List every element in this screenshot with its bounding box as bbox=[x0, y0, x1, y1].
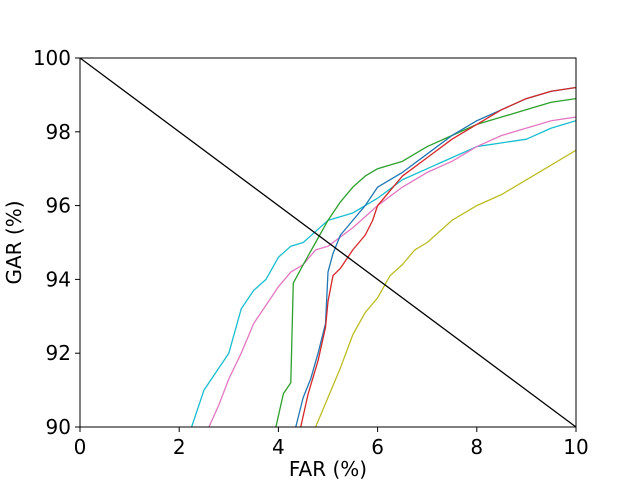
plot-frame bbox=[79, 57, 577, 428]
y-tick-label: 94 bbox=[46, 267, 71, 291]
series-line-7 bbox=[80, 58, 576, 427]
series-line-2 bbox=[208, 116, 576, 427]
series-line-6 bbox=[315, 149, 576, 427]
y-axis-label: GAR (%) bbox=[2, 200, 26, 284]
series-line-5 bbox=[300, 86, 576, 427]
y-tick-label: 96 bbox=[46, 194, 71, 218]
ticks-layer: 0 2 4 6 8 10 90 92 94 96 98 100 bbox=[33, 46, 589, 459]
y-tick-label: 90 bbox=[46, 415, 71, 439]
x-tick-label: 6 bbox=[371, 435, 384, 459]
x-tick-label: 10 bbox=[563, 435, 588, 459]
x-tick-label: 0 bbox=[74, 435, 87, 459]
series-layer bbox=[80, 58, 576, 427]
y-tick-label: 98 bbox=[46, 120, 71, 144]
series-line-1 bbox=[190, 120, 576, 427]
y-tick-label: 100 bbox=[33, 46, 71, 70]
x-tick-label: 8 bbox=[470, 435, 483, 459]
y-tick-label: 92 bbox=[46, 341, 71, 365]
x-tick-label: 2 bbox=[173, 435, 186, 459]
series-line-4 bbox=[295, 86, 576, 427]
x-axis-label: FAR (%) bbox=[289, 457, 367, 480]
series-line-3 bbox=[275, 97, 576, 427]
x-tick-label: 4 bbox=[272, 435, 285, 459]
